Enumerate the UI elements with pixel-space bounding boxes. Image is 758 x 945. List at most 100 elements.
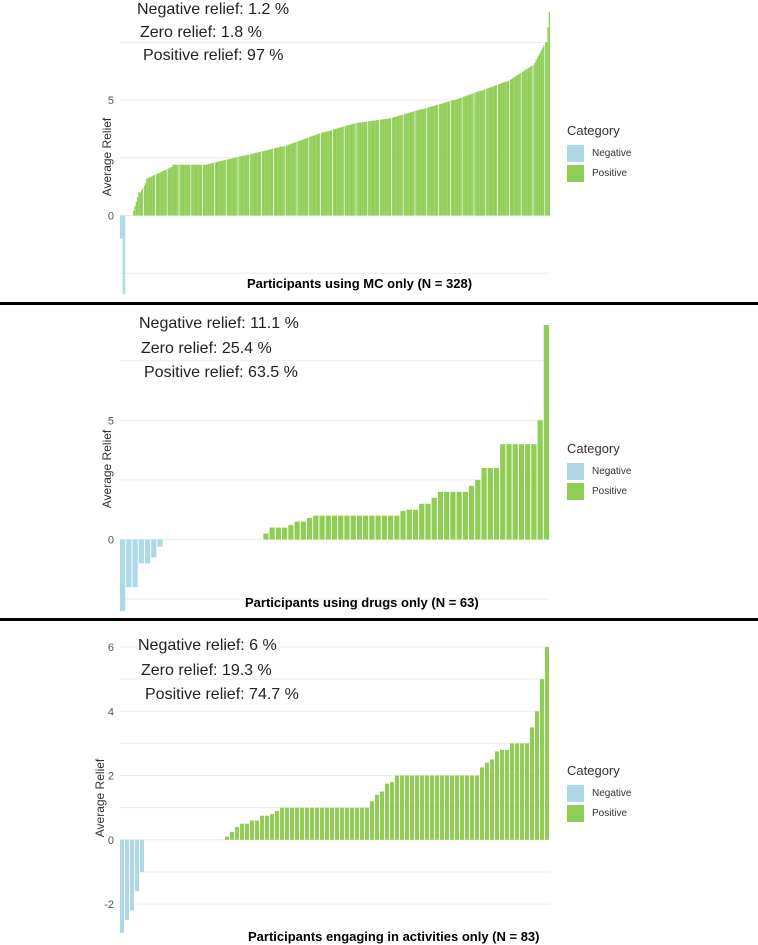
bar-positive <box>543 325 549 540</box>
bar-positive <box>540 50 543 216</box>
panel-divider <box>0 302 758 305</box>
bar-positive <box>430 106 433 216</box>
bar-positive <box>155 174 157 216</box>
bar-positive <box>465 775 469 840</box>
bar-positive <box>295 141 297 216</box>
legend-swatch-positive <box>567 164 584 182</box>
bar-positive <box>294 521 300 540</box>
bar-positive <box>196 164 198 216</box>
stat-negative-relief: Negative relief: 1.2 % <box>137 1 290 18</box>
bar-positive <box>306 138 308 216</box>
bar-positive <box>257 152 259 216</box>
bar-positive <box>248 154 250 216</box>
bar-positive <box>290 143 292 216</box>
bar-positive <box>325 515 331 540</box>
y-tick-label: 4 <box>108 706 114 718</box>
bar-positive <box>388 118 391 216</box>
bar-positive <box>475 479 481 540</box>
bar-positive <box>328 130 330 216</box>
bar-positive <box>142 187 144 216</box>
bar-positive <box>429 106 431 216</box>
bar-positive <box>536 57 539 216</box>
bar-positive <box>256 152 258 216</box>
bar-positive <box>220 160 223 216</box>
bar-positive <box>502 82 505 216</box>
bar-positive <box>353 123 355 216</box>
bar-positive <box>515 75 518 216</box>
bar-positive <box>340 127 342 216</box>
legend: Category Negative Positive <box>567 123 631 183</box>
bar-positive <box>390 118 392 216</box>
bar-positive <box>184 164 186 216</box>
bar-positive <box>540 679 544 840</box>
bar-positive <box>370 801 374 840</box>
bar-positive <box>340 807 344 840</box>
bar-positive <box>480 767 484 840</box>
bar-positive <box>501 83 503 216</box>
bar-positive <box>460 775 464 840</box>
bar-positive <box>285 145 287 216</box>
bar-positive <box>407 113 409 216</box>
bar-positive <box>405 775 409 840</box>
bar-positive <box>494 85 497 216</box>
bar-positive <box>325 131 328 216</box>
bar-positive <box>357 122 359 216</box>
bar-positive <box>253 153 256 216</box>
bar-positive <box>167 168 169 216</box>
chart-svg-drugs: 05 <box>108 325 550 611</box>
bar-positive <box>395 116 397 216</box>
bar-positive <box>215 162 218 216</box>
bar-positive <box>261 151 263 216</box>
bar-positive <box>245 823 249 840</box>
bar-positive <box>175 164 177 216</box>
bar-positive <box>147 177 149 216</box>
bar-positive <box>320 132 322 216</box>
bar-positive <box>354 123 356 216</box>
bar-positive <box>545 647 549 840</box>
bar-positive <box>144 183 147 216</box>
bar-positive <box>307 137 309 216</box>
bar-positive <box>205 164 207 216</box>
bar-positive <box>400 115 402 216</box>
y-tick-label: 5 <box>108 95 114 107</box>
bar-positive <box>395 775 399 840</box>
bar-positive <box>425 108 427 216</box>
legend-item-negative: Negative <box>567 783 631 803</box>
bar-negative <box>135 839 139 892</box>
bar-positive <box>315 807 319 840</box>
bar-positive <box>466 95 468 216</box>
bar-positive <box>497 84 499 216</box>
bar-positive <box>160 171 162 216</box>
stat-zero-relief: Zero relief: 1.8 % <box>140 24 262 41</box>
bar-positive <box>213 162 215 216</box>
legend-label-negative: Negative <box>592 147 632 159</box>
bar-positive <box>295 807 299 840</box>
bar-positive <box>285 807 289 840</box>
bar-positive <box>380 791 384 840</box>
bar-positive <box>369 515 375 540</box>
bar-positive <box>450 100 452 216</box>
bar-positive <box>344 126 346 216</box>
bar-positive <box>235 157 237 216</box>
bar-positive <box>329 130 332 216</box>
bar-positive <box>270 149 273 216</box>
bar-positive <box>300 521 306 540</box>
bar-positive <box>324 131 326 216</box>
bar-positive <box>173 164 176 216</box>
bar-positive <box>223 160 225 216</box>
bar-positive <box>385 783 389 840</box>
bar-positive <box>489 87 492 216</box>
bar-positive <box>163 170 165 216</box>
bar-positive <box>310 807 314 840</box>
bar-positive <box>327 131 329 216</box>
stat-positive-relief: Positive relief: 97 % <box>143 47 284 64</box>
bar-positive <box>135 201 138 216</box>
bar-positive <box>341 126 343 216</box>
bar-positive <box>525 743 529 840</box>
bar-positive <box>493 468 500 540</box>
bar-positive <box>270 814 274 840</box>
bar-negative <box>157 539 163 547</box>
bar-positive <box>535 711 539 840</box>
bar-positive <box>530 727 534 840</box>
